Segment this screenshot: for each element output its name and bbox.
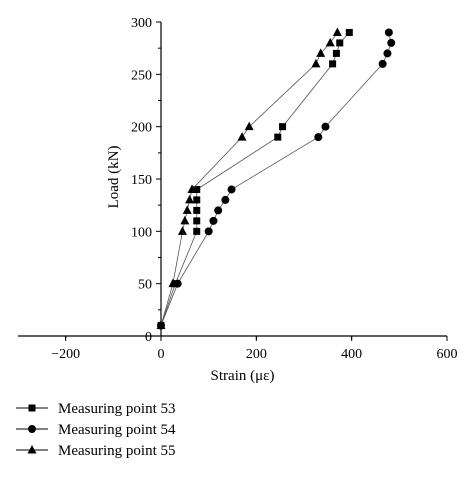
data-point-circle (314, 133, 323, 142)
data-point-triangle (168, 278, 178, 288)
legend-marker-circle (28, 425, 36, 433)
data-point-circle (209, 216, 218, 225)
data-point-triangle (156, 320, 166, 330)
legend-marker-square (28, 404, 36, 412)
data-point-square (329, 60, 337, 68)
data-point-square (193, 196, 201, 204)
data-point-circle (383, 49, 392, 58)
legend-label: Measuring point 54 (58, 422, 176, 438)
data-point-square (336, 39, 344, 47)
data-point-square (193, 185, 201, 193)
data-point-square (345, 28, 353, 36)
y-tick-label: 100 (131, 225, 152, 240)
data-point-square (193, 227, 201, 235)
data-point-circle (384, 28, 393, 37)
data-point-square (332, 49, 340, 57)
data-point-triangle (237, 132, 247, 141)
data-point-triangle (332, 27, 342, 36)
axes: −200 0 200 400 600 0 50 100 150 200 250 300 (18, 16, 458, 362)
legend: Measuring point 53 Measuring point 54 Meas… (16, 401, 176, 459)
series-square (157, 28, 353, 330)
series-circle (157, 28, 396, 330)
series-layer (156, 27, 396, 330)
data-point-triangle (244, 121, 254, 131)
data-point-square (279, 123, 287, 131)
data-point-square (193, 217, 201, 225)
data-point-triangle (180, 215, 190, 225)
data-point-square (274, 133, 282, 141)
y-tick-label: 0 (145, 330, 152, 345)
data-point-square (193, 206, 201, 214)
data-point-triangle (182, 205, 192, 214)
data-point-circle (387, 38, 396, 47)
y-tick-label: 150 (131, 173, 152, 188)
legend-item: Measuring point 54 (16, 422, 176, 438)
data-point-circle (221, 195, 230, 204)
x-tick-label: 600 (437, 347, 458, 362)
data-point-circle (204, 227, 213, 236)
legend-item: Measuring point 53 (16, 401, 176, 417)
series-line (160, 32, 350, 326)
data-point-circle (214, 206, 223, 215)
legend-marker-triangle (27, 445, 37, 454)
y-axis-title: Load (kN) (106, 146, 122, 209)
data-point-triangle (177, 226, 187, 235)
legend-label: Measuring point 55 (58, 443, 176, 459)
x-axis-title: Strain (με) (211, 368, 275, 384)
data-point-circle (378, 59, 387, 68)
x-tick-label: −200 (51, 347, 80, 362)
series-line (160, 32, 392, 326)
data-point-triangle (187, 184, 197, 193)
data-point-circle (321, 122, 330, 131)
series-triangle (156, 27, 342, 330)
data-point-triangle (311, 58, 321, 68)
x-tick-label: 400 (341, 347, 362, 362)
data-point-triangle (316, 48, 326, 57)
y-tick-label: 300 (131, 16, 152, 31)
data-point-triangle (325, 37, 335, 47)
y-tick-label: 200 (131, 121, 152, 136)
y-tick-label: 50 (138, 278, 152, 293)
data-point-circle (227, 185, 236, 194)
x-tick-label: 0 (158, 347, 165, 362)
legend-item: Measuring point 55 (16, 443, 176, 459)
x-tick-label: 200 (246, 347, 267, 362)
data-point-triangle (185, 194, 195, 204)
y-tick-label: 250 (131, 68, 152, 83)
legend-label: Measuring point 53 (58, 401, 176, 417)
